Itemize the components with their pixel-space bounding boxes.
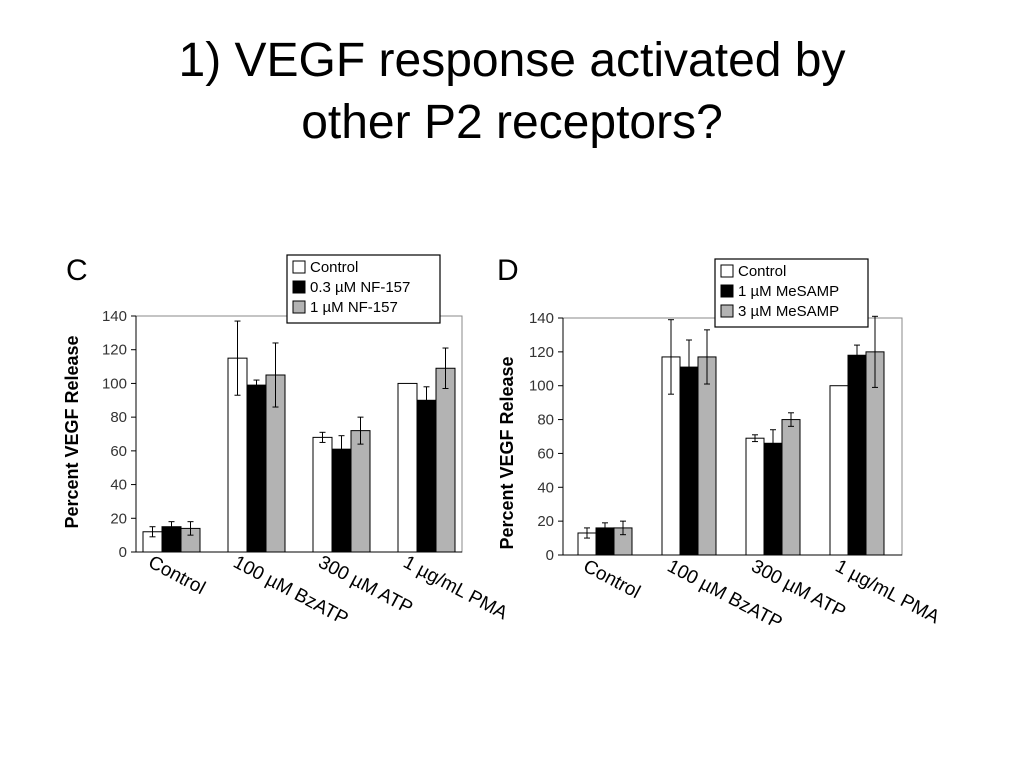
panel-d-legend-label-2: 3 µM MeSAMP <box>738 303 839 320</box>
panel-d-ytick-label-20: 20 <box>537 513 554 530</box>
panel-d-bar-s0-c3 <box>829 385 849 556</box>
panel-c-ylabel: Percent VEGF Release <box>62 335 82 528</box>
panel-d-category-label-0: Control <box>580 556 644 603</box>
panel-d-letter: D <box>497 254 519 287</box>
panel-c-legend-box <box>286 254 441 324</box>
panel-c-ytick-label-60: 60 <box>110 443 127 460</box>
panel-d-ytick-label-80: 80 <box>537 412 554 429</box>
panel-c-bar-s2-c2 <box>350 430 371 553</box>
panel-d-ytick-label-140: 140 <box>529 310 554 327</box>
panel-c-ytick-label-20: 20 <box>110 510 127 527</box>
panel-d-bar-s0-c2 <box>745 437 765 556</box>
panel-d-legend-label-1: 1 µM MeSAMP <box>738 283 839 300</box>
panel-c-bar-s1-c2 <box>331 448 352 553</box>
panel-d-bar-s2-c2 <box>781 419 801 556</box>
panel-d-legend-swatch-1 <box>720 284 734 298</box>
panel-c-legend-swatch-0 <box>292 260 306 274</box>
panel-d-ytick-label-120: 120 <box>529 344 554 361</box>
panel-c-ytick-label-140: 140 <box>102 308 127 325</box>
slide-title-line-1: 1) VEGF response activated by <box>178 34 846 87</box>
panel-d-legend-box <box>714 258 869 328</box>
panel-c-ytick-label-120: 120 <box>102 342 127 359</box>
panel-d-chart: D 0 20 40 60 80 100 120 140 Percent VEGF Release C… <box>497 254 943 634</box>
panel-c-bar-s0-c3 <box>397 382 418 553</box>
panel-c-legend-swatch-2 <box>292 300 306 314</box>
panel-d-ytick-label-60: 60 <box>537 445 554 462</box>
panel-d-ytick-label-40: 40 <box>537 479 554 496</box>
panel-c-bar-s1-c1 <box>246 384 267 553</box>
panel-d-bar-s2-c1 <box>697 356 717 556</box>
panel-d-legend-swatch-2 <box>720 304 734 318</box>
panel-d-legend-swatch-0 <box>720 264 734 278</box>
panel-c-category-label-0: Control <box>145 552 209 599</box>
panel-c-ytick-label-100: 100 <box>102 375 127 392</box>
panel-c-ytick-label-80: 80 <box>110 409 127 426</box>
panel-c-ytick-label-0: 0 <box>119 544 127 561</box>
panel-d-ytick-label-0: 0 <box>546 547 554 564</box>
panel-c-legend-swatch-1 <box>292 280 306 294</box>
panel-c-bar-s0-c2 <box>312 436 333 553</box>
panel-c-bar-s1-c3 <box>416 399 437 553</box>
panel-d-bar-s1-c3 <box>847 354 867 556</box>
slide-title: 1) VEGF response activated by other P2 r… <box>0 30 1024 154</box>
panel-d-legend-label-0: Control <box>738 263 786 280</box>
panel-c-legend-label-0: Control <box>310 259 358 276</box>
panel-d-bar-s1-c1 <box>679 366 699 556</box>
panel-d-category-label-3: 1 µg/mL PMA <box>832 556 943 629</box>
panel-c-legend-label-1: 0.3 µM NF-157 <box>310 279 410 296</box>
panel-d-ytick-label-100: 100 <box>529 378 554 395</box>
panel-c-letter: C <box>66 254 88 287</box>
panel-c-ytick-label-40: 40 <box>110 477 127 494</box>
panel-c-chart: C 0 20 40 60 80 100 120 140 Percent VEGF Release C… <box>62 254 511 630</box>
panel-c-bar-s2-c3 <box>435 367 456 553</box>
slide-title-line-2: other P2 receptors? <box>301 96 723 149</box>
panel-d-ylabel: Percent VEGF Release <box>497 356 517 549</box>
panel-c-category-label-3: 1 µg/mL PMA <box>400 552 511 625</box>
panel-c-legend-label-2: 1 µM NF-157 <box>310 299 398 316</box>
panel-d-bar-s1-c2 <box>763 442 783 556</box>
